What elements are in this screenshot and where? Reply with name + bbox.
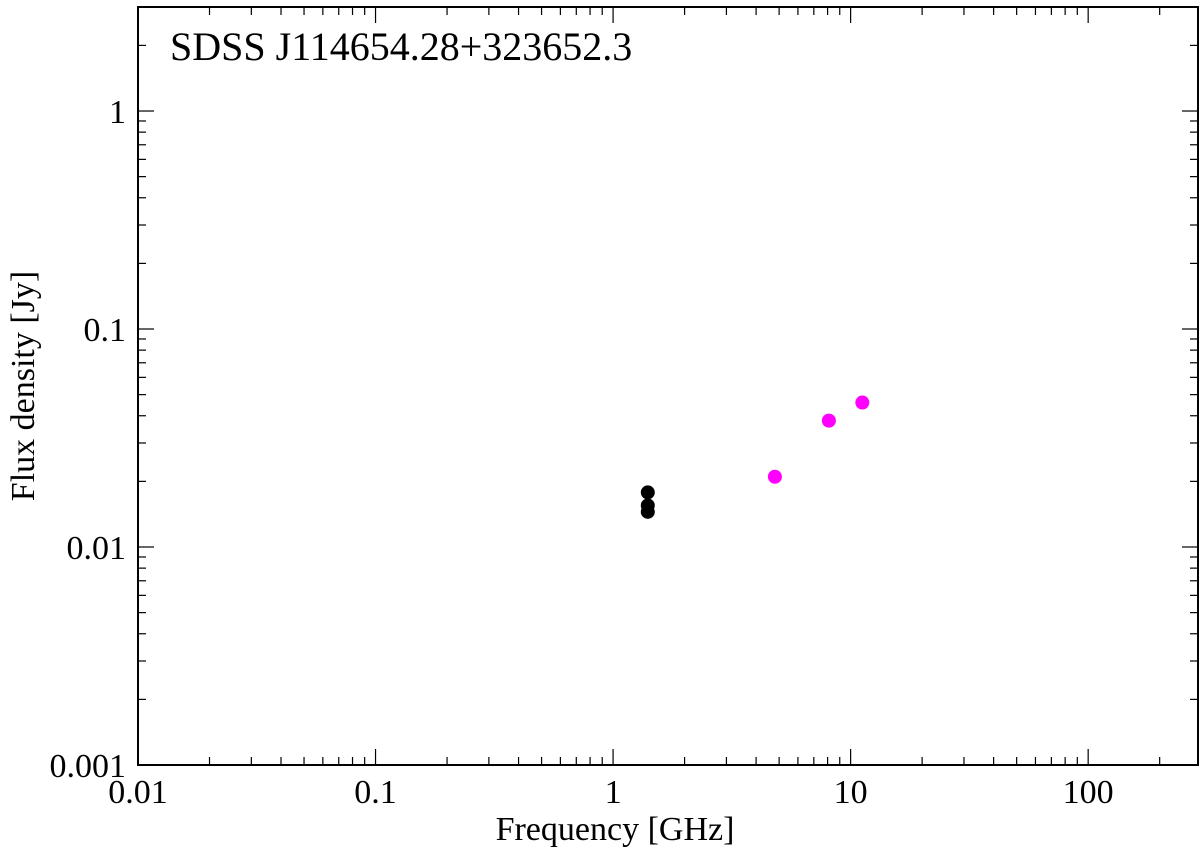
axis-ticks: [137, 6, 1198, 766]
x-axis-title: Frequency [GHz]: [496, 811, 735, 848]
x-tick-label: 100: [1063, 774, 1114, 811]
x-tick-label: 1: [605, 774, 622, 811]
data-points: [640, 395, 870, 519]
data-point: [640, 504, 655, 519]
x-tick-label: 0.1: [354, 774, 397, 811]
y-tick-label: 0.01: [67, 530, 127, 567]
x-tick-label: 10: [834, 774, 868, 811]
x-tick-label: 0.01: [108, 774, 168, 811]
y-tick-label: 1: [109, 94, 126, 131]
data-point: [821, 413, 836, 428]
y-axis-title: Flux density [Jy]: [5, 271, 42, 501]
data-point: [640, 485, 655, 500]
data-point: [855, 395, 870, 410]
chart-title: SDSS J114654.28+323652.3: [170, 24, 632, 69]
y-tick-label: 0.1: [84, 312, 127, 349]
data-point: [767, 469, 782, 484]
plot-frame: [137, 6, 1199, 766]
y-tick-label: 0.001: [50, 748, 127, 785]
